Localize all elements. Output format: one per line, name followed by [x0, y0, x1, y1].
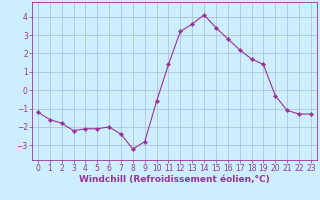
X-axis label: Windchill (Refroidissement éolien,°C): Windchill (Refroidissement éolien,°C) [79, 175, 270, 184]
